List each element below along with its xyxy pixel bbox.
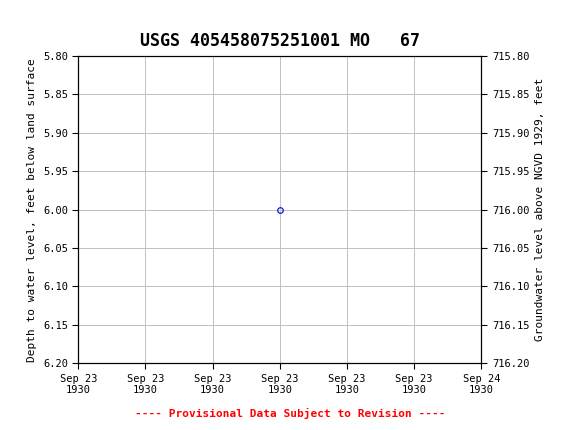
Text: USGS: USGS [34, 11, 76, 25]
Y-axis label: Depth to water level, feet below land surface: Depth to water level, feet below land su… [27, 58, 37, 362]
Text: ---- Provisional Data Subject to Revision ----: ---- Provisional Data Subject to Revisio… [135, 408, 445, 419]
Title: USGS 405458075251001 MO   67: USGS 405458075251001 MO 67 [140, 32, 420, 50]
Y-axis label: Groundwater level above NGVD 1929, feet: Groundwater level above NGVD 1929, feet [535, 78, 545, 341]
